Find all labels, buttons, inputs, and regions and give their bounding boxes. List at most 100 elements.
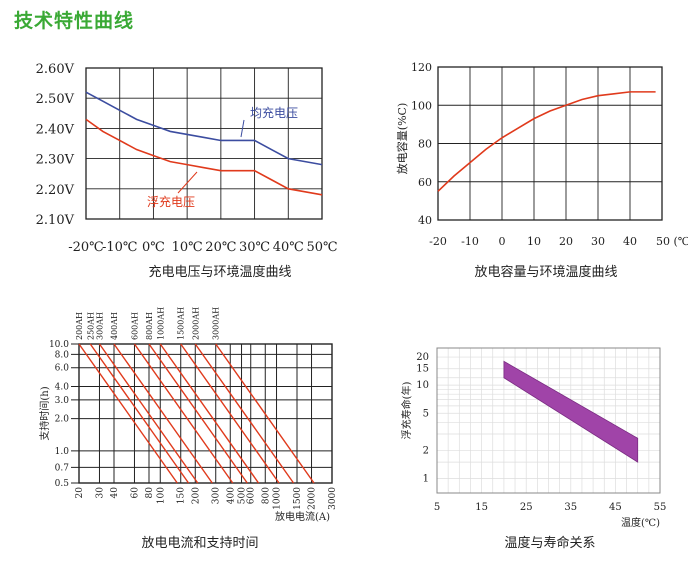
x-tick-label: 2000: [308, 487, 318, 510]
x-tick-label: 25: [520, 502, 533, 513]
capacity-label: 400AH: [110, 312, 119, 340]
series-label-leader: [240, 119, 245, 138]
capacity-label: 1500AH: [177, 307, 186, 340]
y-tick-label: 40: [418, 214, 432, 227]
x-tick-label: 20℃: [205, 240, 236, 255]
capacity-line-10: [215, 343, 315, 484]
y-tick-label: 20: [416, 352, 429, 363]
x-tick-label: 30: [95, 487, 105, 499]
x-tick-label: 300: [212, 487, 222, 504]
y-tick-label: 0.7: [55, 463, 70, 473]
capacity-label: 300AH: [95, 312, 104, 340]
chart1-caption: 充电电压与环境温度曲线: [148, 265, 292, 280]
x-tick-label: -20: [429, 235, 447, 248]
capacity-label: 2000AH: [191, 307, 200, 340]
x-tick-label: 0℃: [142, 240, 165, 255]
x-tick-label: 500: [238, 487, 248, 504]
x-tick-label: 30℃: [239, 240, 270, 255]
series-line-1: [85, 91, 323, 166]
capacity-label: 250AH: [86, 312, 95, 340]
y-tick-label: 2.0: [55, 415, 70, 425]
y-tick-label: 2.30V: [36, 153, 75, 168]
x-tick-label: 100: [156, 487, 166, 504]
x-tick-label: -20℃: [68, 240, 103, 255]
x-tick-label: 45: [609, 502, 622, 513]
x-tick-label: 400: [226, 487, 236, 504]
y-tick-label: 2.10V: [36, 213, 75, 228]
y-tick-label: 1.0: [55, 447, 70, 457]
x-tick-label: 1500: [293, 487, 303, 510]
x-tick-label: 10: [527, 235, 541, 248]
chart2-caption: 放电容量与环境温度曲线: [474, 265, 618, 280]
y-tick-label: 2: [423, 445, 429, 456]
y-tick-label: 8.0: [55, 350, 70, 360]
x-tick-label: 800: [261, 487, 271, 504]
x-tick-label: 5: [434, 502, 440, 513]
y-tick-label: 0.5: [55, 479, 70, 489]
y-tick-label: 60: [418, 176, 432, 189]
x-axis-label: 放电电流(A): [275, 510, 330, 523]
y-tick-label: 4.0: [55, 383, 70, 393]
x-tick-label: 55: [654, 502, 667, 513]
x-tick-label: 10℃: [172, 240, 203, 255]
capacity-label: 1000AH: [156, 307, 165, 340]
capacity-line-4: [113, 343, 213, 484]
series-label-leader: [177, 171, 198, 194]
y-tick-label: 5: [423, 408, 429, 419]
y-tick-label: 2.40V: [36, 122, 75, 137]
x-tick-label: 200: [191, 487, 201, 504]
capacity-line-9: [194, 343, 295, 484]
capacity-line-7: [159, 343, 260, 484]
y-tick-label: 80: [418, 138, 432, 151]
capacity-line-5: [133, 343, 234, 484]
y-tick-label: 2.20V: [36, 183, 75, 198]
x-tick-label: 40: [110, 487, 120, 499]
capacity-label: 3000AH: [212, 307, 221, 340]
chart3-caption: 放电电流和支持时间: [141, 536, 259, 551]
x-tick-label: 1000: [273, 487, 283, 510]
life-band: [503, 360, 639, 463]
x-tick-label: 40℃: [273, 240, 304, 255]
capacity-label: 200AH: [75, 312, 84, 340]
capacity-line-3: [98, 343, 199, 484]
y-tick-label: 6.0: [55, 364, 70, 374]
x-tick-label: 20: [559, 235, 573, 248]
plot-frame: [436, 347, 661, 494]
chart4-caption: 温度与寿命关系: [504, 536, 596, 551]
x-tick-label: 50℃: [306, 240, 337, 255]
y-tick-label: 2.60V: [36, 62, 75, 77]
x-tick-label: 15: [475, 502, 488, 513]
y-tick-label: 15: [416, 364, 429, 375]
series-line-2: [85, 118, 323, 196]
y-axis-label: 浮充寿命(年): [400, 382, 413, 440]
series-label: 浮充电压: [147, 194, 195, 209]
y-tick-label: 1: [423, 474, 429, 485]
x-tick-label: 600: [247, 487, 257, 504]
y-tick-label: 3.0: [55, 396, 70, 406]
capacity-line-2: [89, 343, 190, 484]
series-line: [437, 91, 656, 192]
x-tick-label: 0: [499, 235, 506, 248]
capacity-line-8: [180, 343, 280, 484]
capacity-line-1: [78, 343, 178, 484]
y-tick-label: 10: [416, 380, 429, 391]
capacity-line-6: [148, 343, 248, 484]
capacity-label: 800AH: [145, 312, 154, 340]
x-tick-label: 35: [564, 502, 577, 513]
x-tick-label: 20: [75, 487, 85, 499]
x-tick-label: -10: [461, 235, 479, 248]
y-axis-label: 放电容量(%C): [395, 103, 409, 174]
x-tick-label: -10℃: [102, 240, 137, 255]
y-tick-label: 100: [411, 99, 432, 112]
y-tick-label: 120: [411, 61, 432, 74]
y-tick-label: 2.50V: [36, 92, 75, 107]
y-axis-label: 支持时间(h): [38, 386, 51, 440]
x-tick-label: 60: [130, 487, 140, 499]
x-tick-label: 40: [623, 235, 637, 248]
series-label: 均充电压: [250, 105, 298, 120]
y-tick-label: 10.0: [49, 340, 69, 350]
page-title: 技术特性曲线: [14, 10, 135, 32]
